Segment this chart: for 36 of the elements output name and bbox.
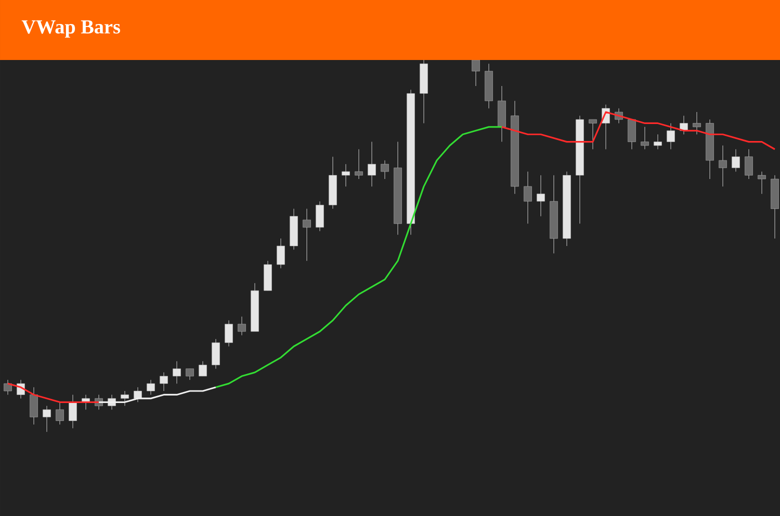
candlestick [758, 171, 766, 194]
candlestick [302, 208, 311, 262]
candlestick [212, 338, 220, 369]
candlestick [68, 394, 77, 429]
candlestick [238, 316, 246, 336]
candlestick [342, 164, 350, 187]
candlestick [380, 160, 389, 180]
candlestick [224, 320, 233, 347]
candlestick [524, 171, 532, 224]
candlestick [640, 126, 649, 150]
candlestick [172, 360, 181, 384]
candlestick [4, 380, 12, 396]
candlestick [628, 119, 636, 150]
candlestick [42, 406, 51, 432]
candlestick [354, 148, 363, 180]
candlestick [472, 60, 480, 86]
candlestick [692, 112, 701, 135]
chart-title: VWap Bars [22, 20, 120, 38]
candlestick [588, 119, 597, 150]
candlestick [276, 238, 285, 269]
candlestick [536, 174, 545, 216]
candlestick [666, 122, 675, 150]
candlestick [680, 115, 688, 135]
candlestick [368, 142, 376, 187]
candlestick [718, 145, 727, 187]
candlestick [82, 394, 90, 410]
candlestick [56, 402, 64, 425]
candlestick [744, 148, 753, 180]
candlestick [732, 148, 740, 172]
candlestick [316, 201, 324, 232]
candlestick [198, 360, 207, 376]
candlestick [654, 134, 662, 150]
candlestick [30, 386, 38, 425]
candlestick [146, 380, 155, 396]
candlestick [186, 368, 194, 380]
candlestick [160, 372, 168, 392]
